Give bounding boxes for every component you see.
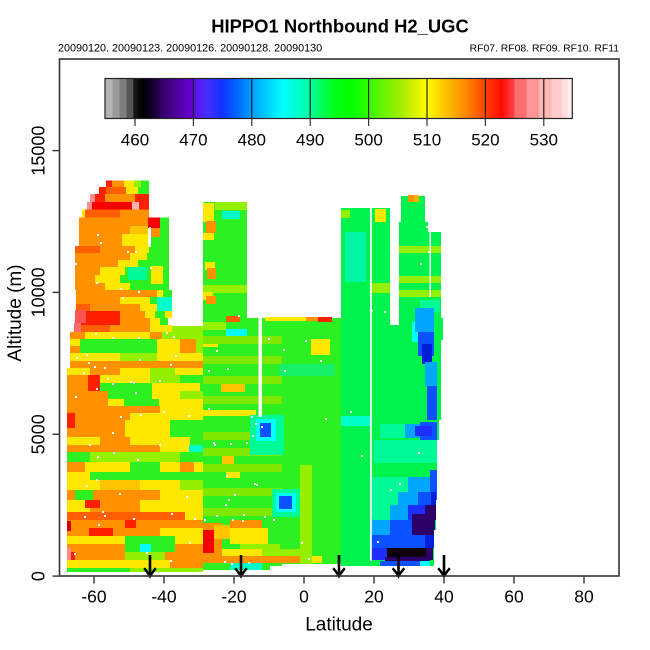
svg-text:15000: 15000 [29, 126, 49, 176]
svg-text:530: 530 [530, 131, 558, 150]
svg-text:20090120. 20090123. 20090126.: 20090120. 20090123. 20090126. 20090128. … [58, 43, 322, 55]
svg-text:480: 480 [238, 131, 266, 150]
svg-text:0: 0 [299, 587, 309, 607]
svg-text:HIPPO1 Northbound H2_UGC: HIPPO1 Northbound H2_UGC [211, 16, 468, 37]
svg-text:520: 520 [471, 131, 499, 150]
svg-text:-60: -60 [81, 587, 107, 607]
svg-text:RF07. RF08. RF09. RF10. RF11: RF07. RF08. RF09. RF10. RF11 [470, 44, 620, 55]
svg-text:10000: 10000 [29, 267, 49, 317]
svg-text:460: 460 [121, 131, 149, 150]
svg-text:60: 60 [504, 587, 524, 607]
svg-text:0: 0 [29, 571, 49, 581]
svg-text:80: 80 [574, 587, 594, 607]
svg-text:40: 40 [434, 587, 454, 607]
svg-text:-20: -20 [221, 587, 247, 607]
svg-text:-40: -40 [151, 587, 177, 607]
svg-text:510: 510 [413, 131, 441, 150]
svg-text:470: 470 [179, 131, 207, 150]
svg-text:20: 20 [364, 587, 384, 607]
svg-text:500: 500 [354, 131, 382, 150]
svg-text:Latitude: Latitude [305, 615, 373, 636]
svg-text:490: 490 [296, 131, 324, 150]
svg-text:Altitude (m): Altitude (m) [5, 264, 26, 361]
svg-text:5000: 5000 [29, 414, 49, 454]
